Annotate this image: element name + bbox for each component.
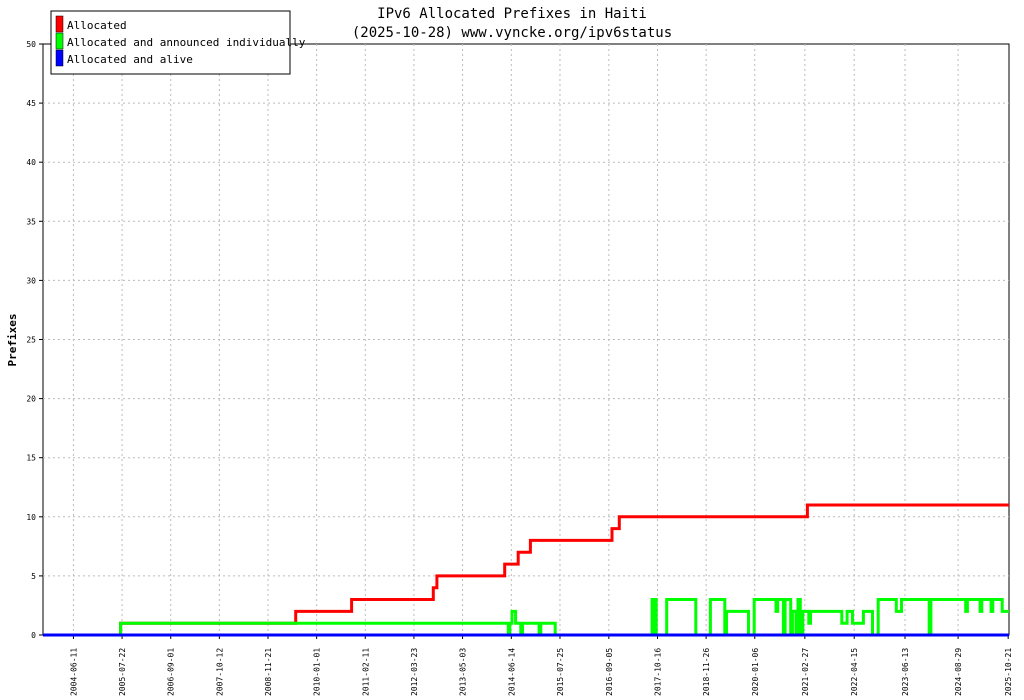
x-tick-label: 2018-11-26	[702, 648, 711, 696]
series-line-1	[43, 503, 1009, 637]
legend-swatch	[55, 49, 64, 67]
y-tick-label: 10	[26, 513, 36, 522]
x-tick-label: 2010-01-01	[313, 648, 322, 696]
x-tick-label: 2025-10-21	[1004, 648, 1013, 696]
y-tick-label: 25	[26, 336, 36, 345]
x-tick-label: 2020-01-06	[751, 648, 760, 696]
y-tick-label: 15	[26, 454, 36, 463]
chart-title: IPv6 Allocated Prefixes in Haiti	[377, 6, 647, 22]
legend: Allocated Allocated and announced individ…	[50, 10, 306, 75]
x-axis: 2004-06-11 2005-07-22 2006-09-01 2007-10-12…	[69, 635, 1013, 696]
y-tick-label: 5	[31, 572, 36, 581]
series-group	[43, 503, 1009, 637]
x-tick-label: 2022-04-15	[850, 648, 859, 696]
x-tick-label: 2004-06-11	[69, 648, 78, 696]
x-tick-label: 2007-10-12	[215, 648, 224, 696]
chart-subtitle: (2025-10-28) www.vyncke.org/ipv6status	[352, 25, 672, 41]
legend-box	[50, 10, 291, 75]
y-axis: 0 5 10 15 20 25 30 35 40 45 50	[26, 40, 43, 640]
legend-swatch	[55, 15, 64, 33]
legend-label: Allocated and alive	[67, 53, 193, 66]
y-tick-label: 35	[26, 217, 36, 226]
x-tick-label: 2013-05-03	[459, 648, 468, 696]
x-tick-label: 2006-09-01	[167, 648, 176, 696]
y-tick-label: 0	[31, 631, 36, 640]
x-tick-label: 2024-08-29	[954, 648, 963, 696]
x-tick-label: 2016-09-05	[605, 648, 614, 696]
x-tick-label: 2015-07-25	[556, 648, 565, 696]
x-tick-label: 2005-07-22	[118, 648, 127, 696]
legend-label: Allocated	[67, 19, 127, 32]
x-tick-label: 2014-06-14	[507, 648, 516, 696]
x-tick-label: 2012-03-23	[410, 648, 419, 696]
legend-swatch	[55, 32, 64, 50]
y-tick-label: 50	[26, 40, 36, 49]
grid	[43, 44, 1009, 635]
x-tick-label: 2017-10-16	[653, 648, 662, 696]
x-tick-label: 2011-02-11	[361, 648, 370, 696]
y-axis-label: Prefixes	[6, 314, 19, 367]
y-tick-label: 40	[26, 158, 36, 167]
x-tick-label: 2021-02-27	[801, 648, 810, 696]
y-tick-label: 30	[26, 276, 36, 285]
y-tick-label: 45	[26, 99, 36, 108]
x-tick-label: 2008-11-21	[264, 648, 273, 696]
y-tick-label: 20	[26, 395, 36, 404]
x-tick-label: 2023-06-13	[901, 648, 910, 696]
legend-label: Allocated and announced individually	[67, 36, 306, 49]
